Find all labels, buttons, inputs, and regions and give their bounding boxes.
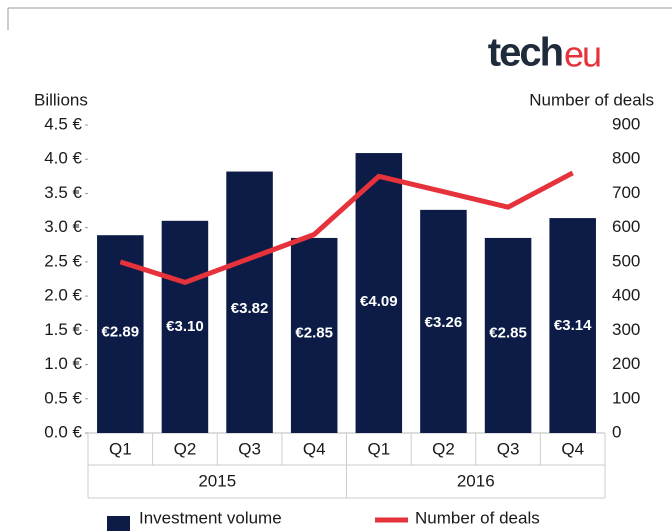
legend-swatch xyxy=(107,516,130,531)
x-tick-label: Q1 xyxy=(109,439,132,458)
y-tick-label: 3.0 € xyxy=(44,217,82,236)
value-label: €2.85 xyxy=(489,324,527,341)
bar xyxy=(484,237,532,433)
value-label: €3.26 xyxy=(425,314,463,331)
y-tick-label: 0.0 € xyxy=(44,422,82,441)
y2-tick-label: 800 xyxy=(612,149,640,168)
legend-label: Investment volume xyxy=(139,508,282,527)
x-tick-label: Q2 xyxy=(432,439,455,458)
y-axis-label: Billions xyxy=(34,90,88,109)
y2-tick-label: 0 xyxy=(612,422,621,441)
logo-tech: tech xyxy=(488,31,562,75)
y2-tick-label: 700 xyxy=(612,183,640,202)
x-tick-label: Q4 xyxy=(561,439,584,458)
group-label: 2015 xyxy=(198,471,236,490)
value-label: €3.82 xyxy=(231,300,269,317)
bar xyxy=(290,237,338,433)
y2-tick-label: 400 xyxy=(612,286,640,305)
y-tick-label: 4.5 € xyxy=(44,114,82,133)
y-tick-label: 2.0 € xyxy=(44,286,82,305)
bar xyxy=(549,218,596,433)
y-tick-label: 1.0 € xyxy=(44,354,82,373)
x-tick-label: Q3 xyxy=(238,439,261,458)
bar xyxy=(226,171,273,433)
y-tick-label: 3.5 € xyxy=(44,183,82,202)
y-tick-label: 1.5 € xyxy=(44,320,82,339)
y-tick-label: 2.5 € xyxy=(44,251,82,270)
y2-tick-label: 300 xyxy=(612,320,640,339)
bar xyxy=(355,153,403,433)
y2-tick-label: 200 xyxy=(612,354,640,373)
value-label: €3.10 xyxy=(166,318,204,335)
x-tick-label: Q2 xyxy=(174,439,197,458)
legend-label: Number of deals xyxy=(415,508,540,527)
y2-tick-label: 600 xyxy=(612,217,640,236)
y-tick-label: 4.0 € xyxy=(44,149,82,168)
value-label: €2.89 xyxy=(102,323,140,340)
x-tick-label: Q4 xyxy=(303,439,326,458)
y2-tick-label: 900 xyxy=(612,114,640,133)
line xyxy=(119,170,574,285)
logo-eu: eu xyxy=(564,34,600,75)
x-tick-label: Q3 xyxy=(497,439,520,458)
value-label: €4.09 xyxy=(360,293,398,310)
bar xyxy=(161,220,209,433)
y2-tick-label: 100 xyxy=(612,388,640,407)
group-label: 2016 xyxy=(457,471,495,490)
y2-tick-label: 500 xyxy=(612,251,640,270)
y2-axis-label: Number of deals xyxy=(529,90,654,109)
value-label: €3.14 xyxy=(554,317,592,334)
x-tick-label: Q1 xyxy=(367,439,390,458)
y-tick-label: 0.5 € xyxy=(44,388,82,407)
value-label: €2.85 xyxy=(295,324,333,341)
bar xyxy=(420,209,467,433)
